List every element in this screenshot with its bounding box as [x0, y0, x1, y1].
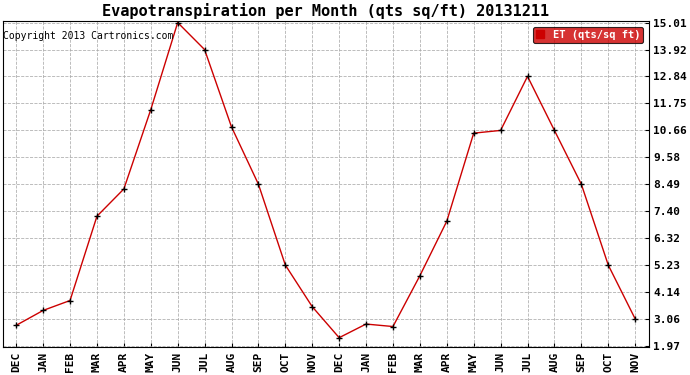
- Legend: ET (qts/sq ft): ET (qts/sq ft): [533, 27, 643, 43]
- Text: Copyright 2013 Cartronics.com: Copyright 2013 Cartronics.com: [3, 31, 174, 41]
- Title: Evapotranspiration per Month (qts sq/ft) 20131211: Evapotranspiration per Month (qts sq/ft)…: [102, 3, 549, 19]
